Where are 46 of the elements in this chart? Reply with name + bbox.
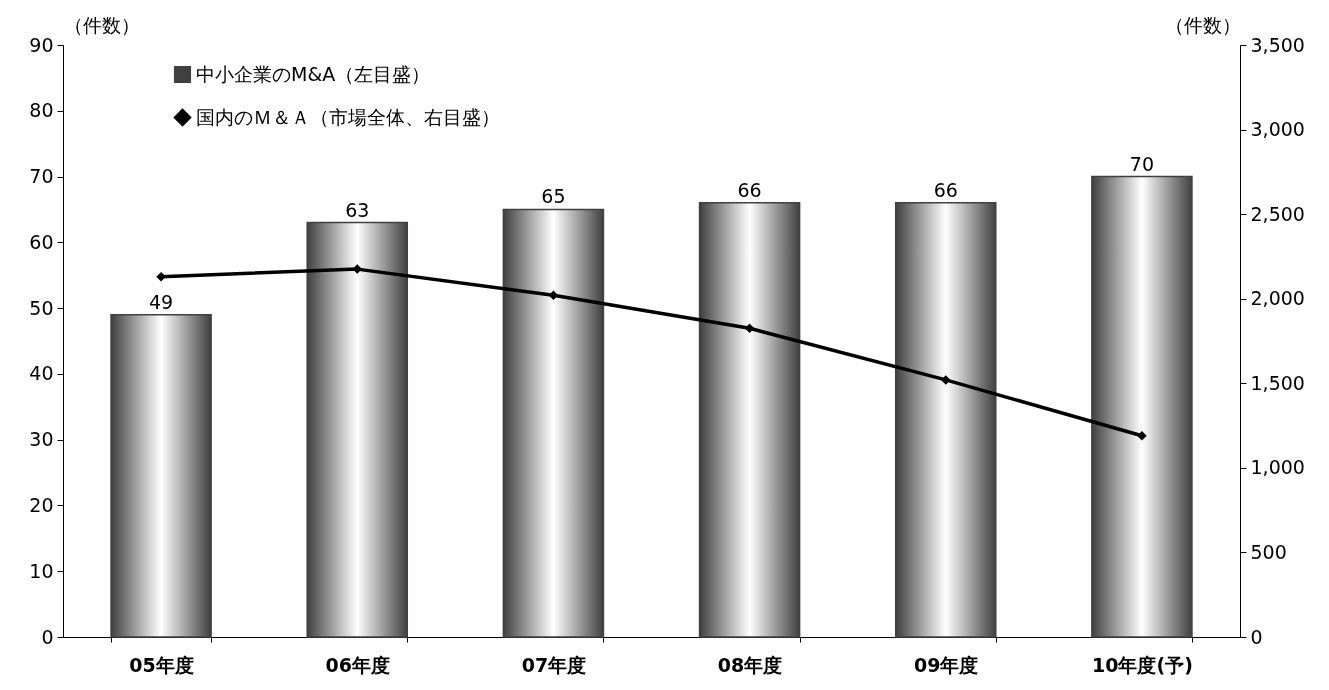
data-label: 65	[541, 185, 566, 208]
bar	[502, 208, 605, 638]
point	[1137, 430, 1147, 441]
y-tick-label: 40	[29, 362, 54, 385]
bar	[306, 221, 409, 638]
y2-tick-label: 3,000	[1250, 118, 1305, 141]
y2-tick-label: 3,500	[1250, 33, 1305, 56]
y-tick-label: 20	[29, 493, 54, 516]
y2-tick-label: 0	[1250, 625, 1263, 648]
data-label: 63	[345, 198, 370, 221]
data-label: 66	[933, 178, 958, 201]
y-tick-label: 80	[29, 99, 54, 122]
y2-axis-title: （件数）	[1164, 13, 1241, 36]
x-tick-label: 06年度	[325, 653, 390, 676]
y-tick-label: 60	[29, 230, 54, 253]
y-tick-label: 0	[41, 625, 54, 648]
y-tick-label: 10	[29, 559, 54, 582]
y2-tick-label: 500	[1250, 540, 1287, 563]
legend-label: 中小企業のM&A（左目盛）	[196, 62, 431, 85]
y-tick-label: 30	[29, 428, 54, 451]
bar	[698, 202, 801, 638]
bar	[894, 202, 997, 638]
data-label: 49	[148, 290, 174, 313]
point	[548, 290, 559, 301]
x-tick-label: 05年度	[129, 653, 194, 676]
y2-tick-label: 2,000	[1250, 287, 1305, 310]
y2-tick-label: 1,000	[1250, 456, 1305, 479]
y-axis-title: （件数）	[63, 13, 140, 36]
legend-label: 国内のＭ＆Ａ（市場全体、右目盛）	[196, 105, 500, 128]
point	[352, 264, 362, 274]
x-tick-label: 10年度(予)	[1092, 653, 1193, 676]
point	[941, 375, 951, 385]
x-tick-label: 07年度	[521, 653, 587, 676]
data-label: 70	[1129, 152, 1155, 175]
y-tick-label: 70	[29, 165, 54, 188]
data-label: 66	[737, 178, 762, 201]
y-tick-label: 50	[29, 296, 54, 319]
point	[744, 323, 755, 334]
y2-tick-label: 1,500	[1250, 371, 1305, 394]
point	[156, 271, 166, 282]
bar	[110, 313, 212, 638]
x-tick-label: 09年度	[914, 653, 979, 676]
x-tick-label: 08年度	[717, 653, 783, 676]
y-tick-label: 90	[29, 33, 54, 56]
y2-tick-label: 2,500	[1250, 202, 1305, 225]
bar	[1091, 175, 1193, 638]
